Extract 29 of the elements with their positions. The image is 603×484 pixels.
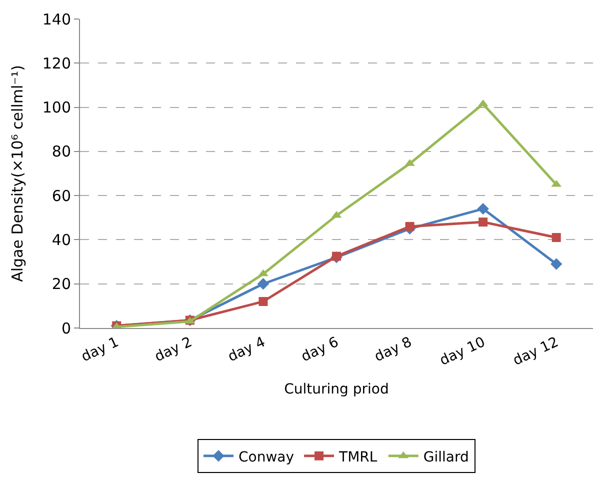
y-axis-title: Algae Density(×10⁶ cellml⁻¹) — [8, 65, 27, 282]
y-tick-label: 40 — [52, 230, 71, 249]
point — [405, 222, 414, 231]
x-tick-label: day 10 — [437, 334, 488, 370]
point — [257, 278, 270, 290]
x-tick-label: day 2 — [152, 334, 195, 366]
y-tick-label: 100 — [42, 98, 71, 117]
x-tick-label: day 1 — [79, 334, 122, 366]
point — [258, 269, 268, 276]
x-tick-label: day 8 — [372, 334, 414, 366]
x-tick-label: day 4 — [226, 334, 268, 366]
y-tick-label: 140 — [42, 10, 71, 28]
x-tick-label: day 6 — [298, 334, 342, 366]
y-tick-label: 20 — [52, 275, 71, 294]
legend-label: TMRL — [338, 449, 378, 466]
y-tick-label: 80 — [52, 142, 71, 161]
x-axis-title: Culturing priod — [284, 381, 389, 398]
legend-label: Conway — [238, 449, 294, 466]
x-tick-label: day 12 — [510, 334, 562, 370]
point — [478, 218, 488, 227]
y-tick-label: 60 — [52, 186, 71, 205]
point — [258, 297, 268, 306]
point — [552, 233, 561, 242]
y-tick-label: 0 — [61, 319, 71, 338]
y-tick-label: 120 — [42, 54, 71, 72]
point — [550, 258, 562, 270]
point — [332, 252, 341, 261]
point — [477, 202, 489, 215]
legend-label: Gillard — [423, 449, 469, 466]
